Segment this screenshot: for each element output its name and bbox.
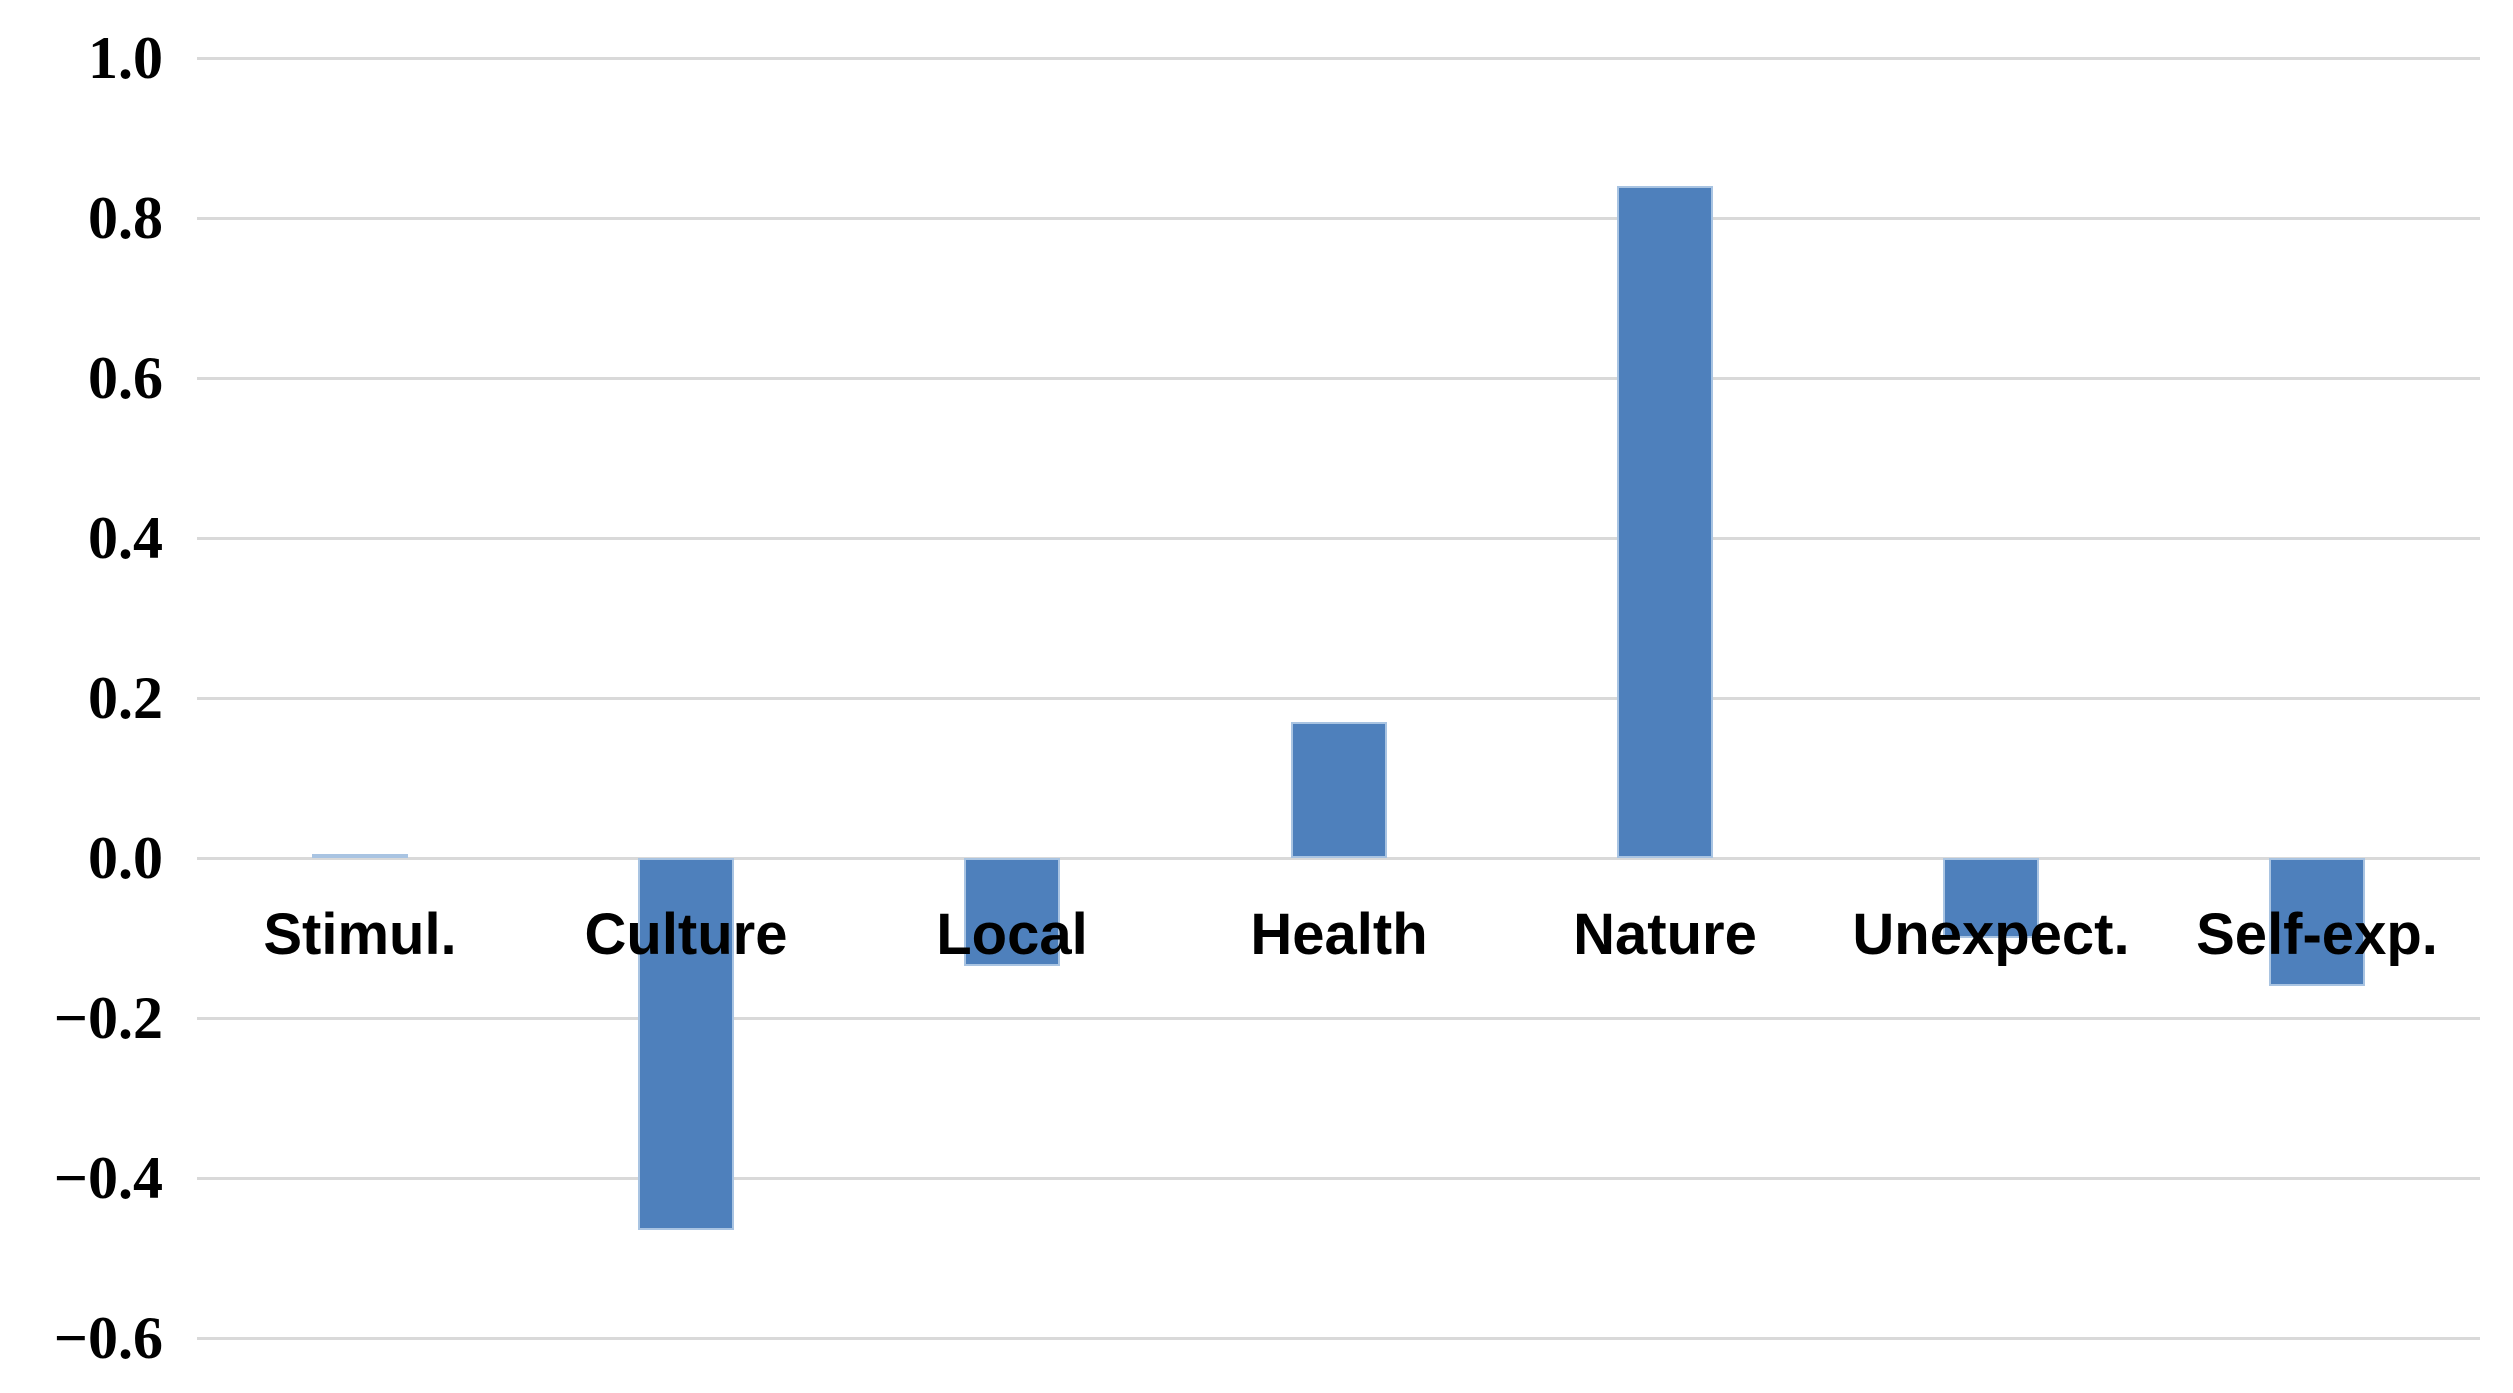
y-tick-label: 0.2 xyxy=(88,665,163,731)
category-label: Health xyxy=(1250,902,1428,967)
bar-selfexp xyxy=(2269,858,2365,986)
bar-nature xyxy=(1617,186,1713,858)
y-tick-label: 0.8 xyxy=(88,185,163,251)
y-tick-label: 0.6 xyxy=(88,345,163,411)
bar-stimul xyxy=(312,854,408,858)
y-tick-label: 0.0 xyxy=(88,825,163,891)
bar-health xyxy=(1291,722,1387,858)
gridline xyxy=(197,1177,2480,1180)
category-label: Stimul. xyxy=(263,902,457,967)
gridline xyxy=(197,1337,2480,1340)
y-tick-label: −0.2 xyxy=(53,985,163,1051)
gridline xyxy=(197,217,2480,220)
gridline xyxy=(197,377,2480,380)
category-label: Culture xyxy=(584,902,788,967)
bar-unexpect xyxy=(1943,858,2039,938)
gridline xyxy=(197,857,2480,860)
category-label: Unexpect. xyxy=(1852,902,2130,967)
gridline xyxy=(197,697,2480,700)
y-tick-label: −0.4 xyxy=(53,1145,163,1211)
y-tick-label: −0.6 xyxy=(53,1305,163,1371)
category-label: Nature xyxy=(1573,902,1757,967)
gridline xyxy=(197,1017,2480,1020)
category-label: Local xyxy=(936,902,1088,967)
y-tick-label: 0.4 xyxy=(88,505,163,571)
y-tick-label: 1.0 xyxy=(88,25,163,91)
category-label: Self-exp. xyxy=(2196,902,2438,967)
bar-local xyxy=(964,858,1060,966)
gridline xyxy=(197,537,2480,540)
bar-culture xyxy=(638,858,734,1230)
gridline xyxy=(197,57,2480,60)
